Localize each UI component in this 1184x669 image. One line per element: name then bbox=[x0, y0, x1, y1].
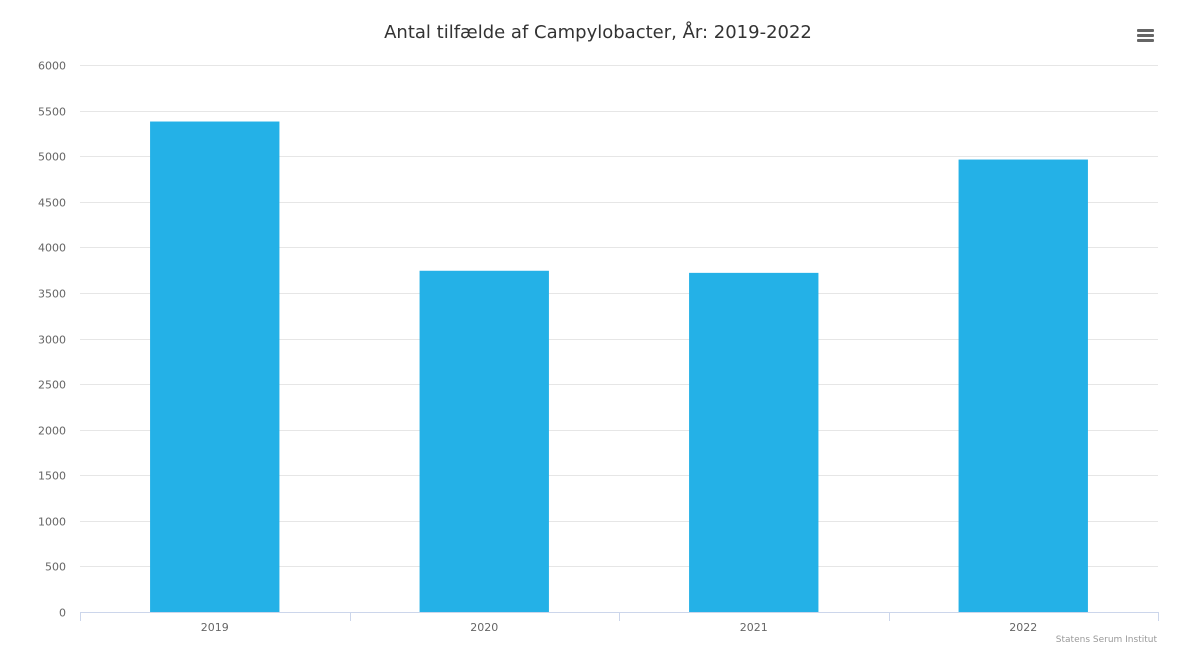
y-tick-label: 4000 bbox=[38, 242, 66, 255]
bar bbox=[419, 270, 549, 612]
y-tick-label: 2500 bbox=[38, 379, 66, 392]
hamburger-menu-icon[interactable] bbox=[1134, 27, 1158, 47]
bar bbox=[958, 159, 1088, 612]
x-tick-label: 2019 bbox=[201, 621, 229, 634]
y-tick-label: 500 bbox=[45, 561, 66, 574]
y-tick-label: 6000 bbox=[38, 60, 66, 73]
y-tick-label: 1500 bbox=[38, 470, 66, 483]
y-tick-label: 0 bbox=[59, 607, 66, 620]
chart-title: Antal tilfælde af Campylobacter, År: 201… bbox=[384, 22, 812, 43]
y-tick-label: 3500 bbox=[38, 288, 66, 301]
y-tick-label: 2000 bbox=[38, 425, 66, 438]
y-tick-label: 5500 bbox=[38, 106, 66, 119]
bar bbox=[150, 121, 280, 613]
y-tick-label: 4500 bbox=[38, 197, 66, 210]
bar bbox=[689, 272, 819, 612]
y-tick-label: 1000 bbox=[38, 516, 66, 529]
x-tick-label: 2020 bbox=[470, 621, 498, 634]
x-tick-label: 2022 bbox=[1009, 621, 1037, 634]
credits-label[interactable]: Statens Serum Institut bbox=[1055, 635, 1157, 645]
x-tick-label: 2021 bbox=[740, 621, 768, 634]
y-tick-label: 3000 bbox=[38, 334, 66, 347]
y-tick-label: 5000 bbox=[38, 151, 66, 164]
